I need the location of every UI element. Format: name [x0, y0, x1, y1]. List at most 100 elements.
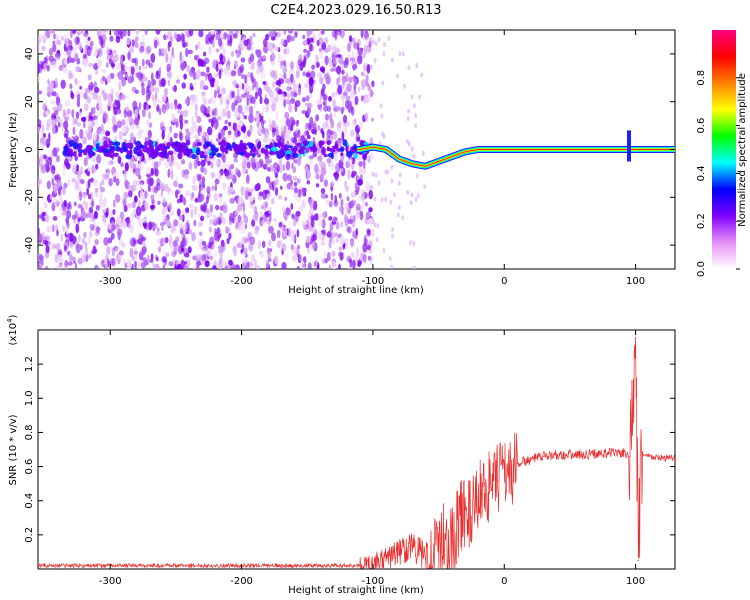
spectrogram-cell: [215, 32, 221, 41]
snr-point: [621, 452, 624, 454]
spectrogram-cell: [63, 245, 67, 252]
spectrogram-cell: [127, 190, 133, 198]
spectrogram-cell: [362, 253, 367, 263]
spectrogram-cell: [203, 248, 206, 254]
spectrogram-cell: [229, 126, 234, 131]
spectrogram-cell: [367, 85, 372, 92]
spectrogram-cell: [293, 92, 298, 98]
spectrogram-cell: [401, 215, 405, 221]
spectrogram-cell: [310, 217, 315, 228]
spectrogram-cell: [80, 30, 84, 34]
x-tick-label: 100: [626, 276, 645, 287]
spectrogram-cell: [272, 181, 278, 187]
spectrogram-cell: [156, 177, 160, 183]
spectrogram-cell: [208, 118, 212, 123]
colorbar-tick-label: 0.4: [696, 165, 707, 181]
y-tick-label: 20: [24, 95, 35, 108]
spectrogram-cell: [144, 30, 148, 36]
spectrogram-cell: [249, 105, 254, 115]
spectrogram-cell: [285, 47, 290, 55]
spectrogram-cell: [351, 119, 355, 127]
spectrogram-cell: [168, 160, 174, 167]
spectrogram-cell: [101, 69, 107, 74]
spectrogram-cell: [131, 255, 135, 261]
spectrogram-cell: [374, 172, 378, 178]
spectrogram-cell: [292, 166, 297, 174]
spectrogram-cell: [145, 77, 148, 83]
spectrogram-cell: [238, 81, 243, 91]
spectrogram-cell: [72, 256, 76, 262]
spectrogram-cell: [180, 142, 187, 148]
spectrogram-cell: [360, 71, 365, 77]
spectrogram-cell: [271, 198, 275, 205]
spectrogram-cell: [271, 47, 275, 55]
spectrogram-cell: [74, 155, 78, 162]
spectrogram-cell: [304, 122, 309, 132]
spectrogram-cell: [184, 30, 188, 37]
spectrogram-cell: [97, 58, 102, 68]
spectrogram-cell: [333, 153, 339, 162]
spectrogram-cell: [333, 112, 337, 117]
spectrogram-cell: [390, 178, 394, 184]
spectrogram-cell: [222, 48, 226, 56]
spectrogram-cell: [306, 130, 310, 136]
spectrogram-cell: [216, 152, 222, 158]
spectrogram-cell: [69, 254, 74, 262]
spectrogram-cell: [369, 185, 374, 190]
spectrogram-cell: [42, 102, 47, 111]
spectrogram-cell: [279, 142, 284, 147]
spectrogram-cell: [257, 87, 263, 97]
spectrogram-cell: [329, 181, 335, 188]
spectrogram-cell: [333, 216, 338, 222]
spectrogram-cell: [87, 74, 92, 81]
spectrogram-cell: [260, 219, 266, 227]
spectrogram-cell: [171, 54, 176, 60]
spectrogram-cell: [116, 120, 123, 129]
svg-text:(x104): (x104): [6, 314, 19, 345]
spectrogram-cell: [241, 111, 245, 117]
spectrogram-cell: [271, 232, 276, 242]
spectrogram-cell: [250, 96, 256, 105]
spectrogram-cell: [262, 201, 267, 211]
spectrogram-cell: [58, 195, 63, 200]
spectrogram-cell: [72, 126, 76, 135]
spectrogram-cell: [88, 153, 93, 159]
spectrogram-cell: [351, 106, 355, 116]
spectrogram-cell: [132, 100, 138, 110]
spectrogram-cell: [76, 164, 79, 172]
spectrogram-cell: [242, 142, 247, 148]
spectrogram-cell: [200, 104, 206, 114]
spectrogram-cell: [200, 165, 205, 173]
spectrogram-cell: [239, 139, 244, 148]
spectrogram-cell: [179, 120, 183, 130]
spectrogram-cell: [365, 180, 371, 190]
y-tick-label: 0.4: [24, 493, 35, 509]
spectrogram-cell: [344, 216, 349, 227]
spectrogram-cell: [110, 51, 114, 59]
spectrogram-cell: [261, 118, 264, 129]
spectrogram-cell: [291, 230, 296, 235]
spectrogram-cell: [292, 78, 296, 86]
spectrogram-cell: [107, 223, 112, 230]
spectrogram-cell: [290, 244, 294, 251]
spectrogram-cell: [93, 249, 98, 254]
spectrogram-cell: [246, 161, 251, 169]
spectrogram-cell: [215, 159, 218, 166]
spectrogram-cell: [297, 254, 302, 264]
snr-point: [556, 454, 558, 456]
spectrogram-cell: [331, 250, 336, 257]
colorbar-tick-label: 0.8: [696, 70, 707, 86]
spectrogram-cell: [129, 124, 136, 131]
spectrogram-cell: [52, 106, 58, 111]
spectrogram-cell: [382, 51, 386, 57]
spectrogram-cell: [153, 39, 158, 49]
spectrogram-cell: [377, 37, 381, 43]
spectrogram-cell: [107, 257, 110, 268]
spectrogram-cell: [346, 100, 352, 109]
spectrogram-cell: [88, 62, 94, 67]
spectrogram-cell: [294, 31, 298, 38]
spectrogram-cell: [52, 125, 56, 135]
spectrogram-cell: [291, 213, 295, 219]
colorbar-gradient: [712, 30, 736, 269]
spectrogram-cell: [286, 93, 291, 99]
